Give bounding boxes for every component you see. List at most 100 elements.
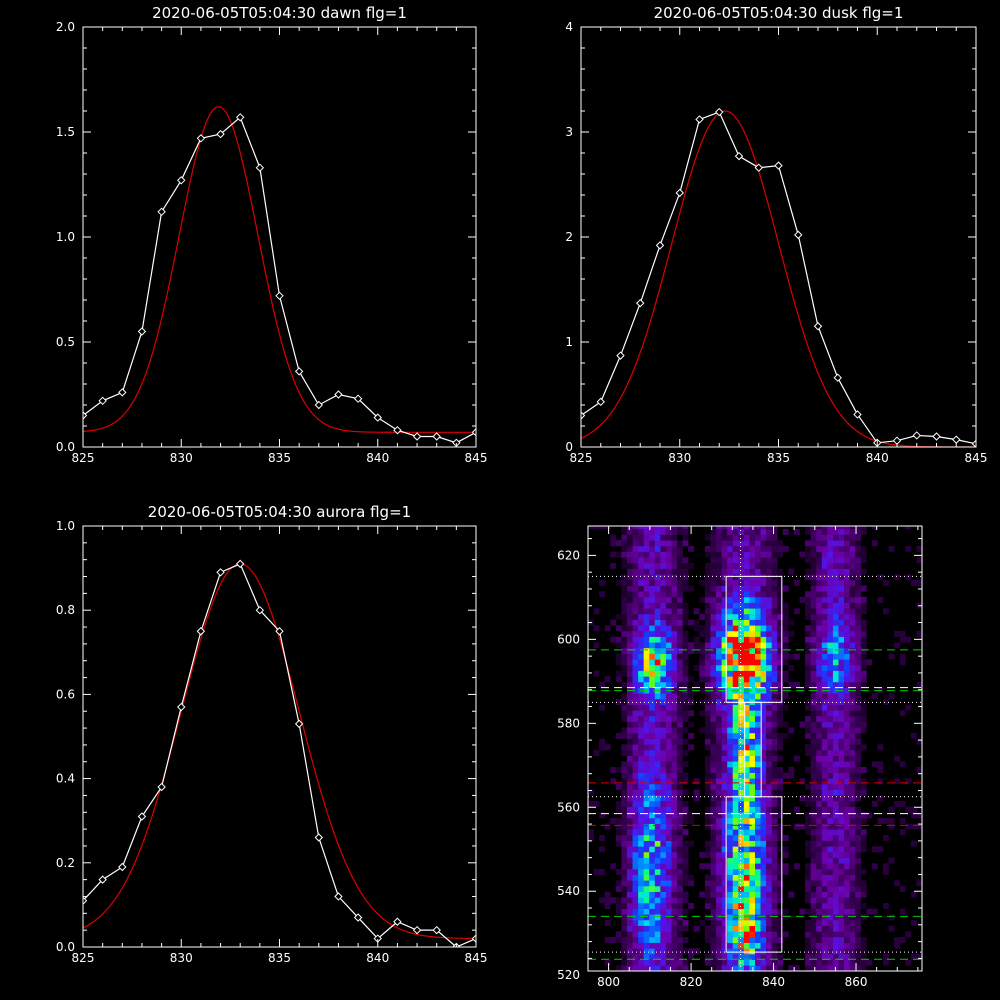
heatmap-cell: [916, 545, 922, 552]
heatmap-cell: [665, 591, 672, 598]
heatmap-cell: [816, 834, 823, 841]
heatmap-cell: [654, 659, 661, 666]
heatmap-cell: [721, 721, 728, 728]
heatmap-cell: [721, 806, 728, 813]
heatmap-cell: [849, 919, 856, 926]
heatmap-cell: [849, 953, 856, 960]
heatmap-cell: [727, 817, 734, 824]
heatmap-cell: [621, 653, 628, 660]
heatmap-cell: [816, 693, 823, 700]
heatmap-cell: [888, 857, 895, 864]
heatmap-cell: [732, 562, 739, 569]
heatmap-cell: [699, 653, 706, 660]
heatmap-cell: [621, 574, 628, 581]
heatmap-cell: [749, 766, 756, 773]
heatmap-cell: [883, 959, 889, 966]
heatmap-cell: [738, 687, 745, 694]
heatmap-cell: [671, 670, 678, 677]
heatmap-cell: [816, 744, 823, 751]
heatmap-cell: [638, 942, 644, 949]
heatmap-cell: [827, 659, 834, 666]
heatmap-cell: [827, 919, 834, 926]
heatmap-cell: [727, 749, 734, 756]
heatmap-cell: [827, 625, 834, 632]
heatmap-cell: [860, 681, 867, 688]
heatmap-cell: [821, 732, 828, 739]
heatmap-cell: [660, 806, 667, 813]
heatmap-cell: [760, 942, 767, 949]
heatmap-cell: [816, 755, 823, 762]
heatmap-cell: [743, 925, 750, 932]
heatmap-cell: [638, 670, 644, 677]
heatmap-cell: [732, 670, 739, 677]
y-tick-label: 1.0: [56, 519, 75, 533]
heatmap-cell: [849, 579, 856, 586]
heatmap-cell: [638, 602, 644, 609]
heatmap-cell: [599, 704, 605, 711]
heatmap-cell: [755, 931, 761, 938]
heatmap-cell: [816, 608, 823, 615]
heatmap-cell: [660, 653, 667, 660]
heatmap-cell: [660, 664, 667, 671]
heatmap-cell: [821, 545, 828, 552]
heatmap-cell: [805, 636, 811, 643]
heatmap-cell: [704, 727, 711, 734]
heatmap-cell: [716, 540, 722, 547]
heatmap-cell: [743, 526, 750, 530]
heatmap-cell: [832, 715, 839, 722]
heatmap-cell: [699, 670, 706, 677]
heatmap-cell: [738, 681, 745, 688]
heatmap-cell: [749, 574, 756, 581]
heatmap-cell: [671, 568, 678, 575]
heatmap-cell: [727, 647, 734, 654]
heatmap-cell: [649, 902, 656, 909]
heatmap-cell: [916, 812, 922, 819]
heatmap-cell: [649, 749, 656, 756]
heatmap-cell: [743, 619, 750, 626]
heatmap-cell: [827, 562, 834, 569]
heatmap-cell: [621, 783, 628, 790]
heatmap-cell: [643, 727, 650, 734]
heatmap-cell: [782, 647, 789, 654]
heatmap-cell: [638, 526, 644, 530]
heatmap-cell: [660, 608, 667, 615]
heatmap-cell: [654, 534, 661, 541]
heatmap-cell: [832, 591, 839, 598]
heatmap-cell: [855, 738, 862, 745]
heatmap-cell: [760, 851, 767, 858]
heatmap-cell: [743, 840, 750, 847]
heatmap-cell: [810, 931, 817, 938]
heatmap-cell: [632, 800, 639, 807]
heatmap-cell: [821, 953, 828, 960]
heatmap-cell: [899, 653, 906, 660]
heatmap-cell: [710, 829, 717, 836]
heatmap-cell: [671, 676, 678, 683]
heatmap-cell: [838, 579, 845, 586]
heatmap-cell: [743, 636, 750, 643]
data-point: [432, 432, 441, 441]
heatmap-cell: [849, 551, 856, 558]
heatmap-cell: [821, 704, 828, 711]
heatmap-cell: [704, 806, 711, 813]
heatmap-cell: [777, 834, 784, 841]
heatmap-cell: [721, 613, 728, 620]
heatmap-cell: [849, 863, 856, 870]
heatmap-cell: [827, 942, 834, 949]
heatmap-cell: [688, 948, 695, 955]
heatmap-cell: [832, 670, 839, 677]
heatmap-cell: [766, 642, 772, 649]
heatmap-cell: [755, 732, 761, 739]
heatmap-cell: [626, 772, 633, 779]
heatmap-cell: [844, 591, 850, 598]
heatmap-cell: [821, 557, 828, 564]
data-point: [255, 163, 265, 172]
heatmap-cell: [649, 761, 656, 768]
heatmap-cell: [766, 715, 772, 722]
heatmap-cell: [732, 630, 739, 637]
heatmap-cell: [654, 732, 661, 739]
heatmap-cell: [660, 557, 667, 564]
heatmap-cell: [688, 812, 695, 819]
heatmap-cell: [793, 863, 800, 870]
heatmap-cell: [621, 812, 628, 819]
heatmap-cell: [838, 965, 845, 971]
